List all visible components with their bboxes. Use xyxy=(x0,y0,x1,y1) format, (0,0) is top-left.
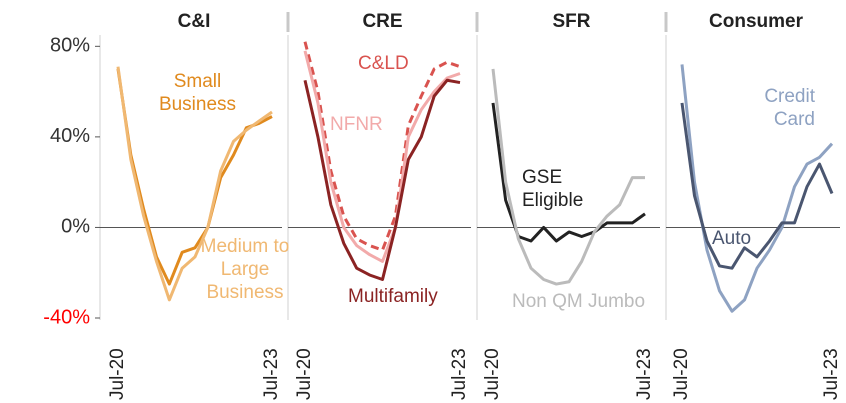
series-label: C&LD xyxy=(358,53,409,74)
x-tick-label: Jul-23 xyxy=(261,348,282,400)
panel-title: CRE xyxy=(362,11,402,32)
x-tick-label: Jul-20 xyxy=(294,348,315,400)
x-tick-label: Jul-23 xyxy=(449,348,470,400)
series-label: GSE Eligible xyxy=(522,167,584,211)
series-line xyxy=(680,64,834,313)
series-label: Non QM Jumbo xyxy=(512,291,646,312)
series-line xyxy=(303,41,461,252)
series-line xyxy=(303,78,461,282)
series-line xyxy=(116,68,273,286)
x-tick-label: Jul-20 xyxy=(107,348,128,400)
x-tick-label: Jul-20 xyxy=(482,348,503,400)
series-label: Multifamily xyxy=(348,286,438,307)
series-line xyxy=(680,102,834,270)
series-label: Small Business xyxy=(158,71,237,115)
panel-title: C&I xyxy=(178,11,211,32)
y-tick-label: 40% xyxy=(50,125,90,147)
panel-title: SFR xyxy=(553,11,591,32)
x-tick-label: Jul-23 xyxy=(634,348,655,400)
panel-title: Consumer xyxy=(709,11,804,32)
series-label: Credit Card xyxy=(764,86,815,130)
y-tick-label: 80% xyxy=(50,35,90,57)
series-label: Medium to Large Business xyxy=(200,236,290,303)
series-label: Auto xyxy=(712,228,752,249)
series-line xyxy=(116,66,273,302)
series-line xyxy=(491,68,645,286)
y-tick-label: 0% xyxy=(61,216,90,238)
series-line xyxy=(303,50,461,263)
series-label: NFNR xyxy=(330,114,383,135)
y-tick-label: -40% xyxy=(43,306,90,328)
x-tick-label: Jul-23 xyxy=(821,348,842,400)
x-tick-label: Jul-20 xyxy=(671,348,692,400)
